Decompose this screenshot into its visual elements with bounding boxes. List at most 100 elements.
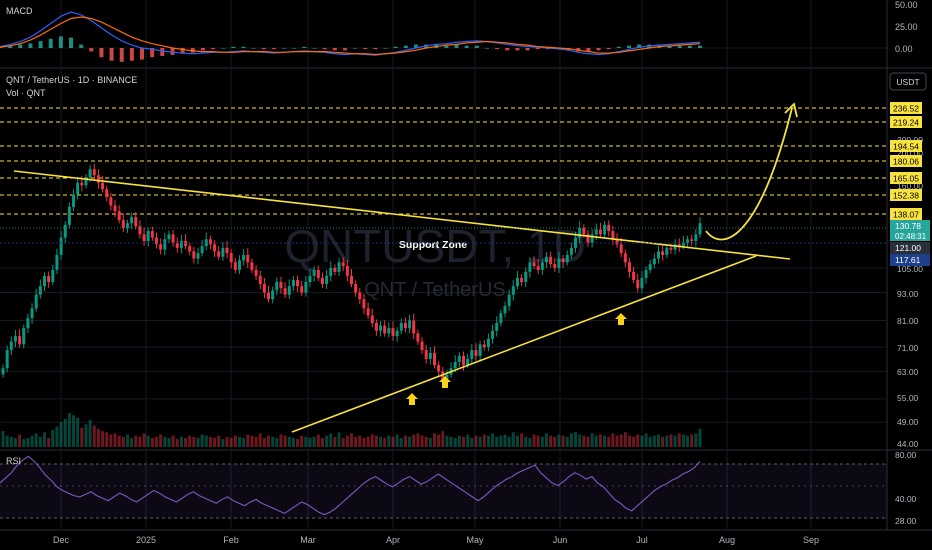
volume-bar bbox=[586, 436, 590, 447]
candle-body bbox=[84, 177, 88, 186]
volume-bar bbox=[445, 435, 449, 447]
volume-bar bbox=[486, 435, 490, 447]
candle-body bbox=[491, 330, 495, 339]
volume-bar bbox=[101, 431, 105, 447]
candle-body bbox=[474, 350, 478, 356]
volume-bar bbox=[491, 433, 495, 447]
macd-histogram-bar bbox=[251, 48, 256, 49]
candle-body bbox=[167, 234, 171, 240]
candle-body bbox=[146, 231, 150, 241]
candle-body bbox=[366, 308, 370, 316]
volume-bar bbox=[192, 436, 196, 447]
candle-body bbox=[258, 275, 262, 285]
volume-bar bbox=[690, 434, 694, 447]
projection-arrowhead-icon bbox=[784, 102, 798, 118]
candle-body bbox=[549, 256, 553, 265]
volume-bar bbox=[520, 433, 524, 447]
time-tick: Sep bbox=[803, 535, 819, 545]
macd-histogram-bar bbox=[180, 48, 185, 54]
volume-bar bbox=[138, 436, 142, 447]
volume-bar bbox=[55, 426, 59, 447]
volume-bar bbox=[175, 439, 179, 447]
volume-bar bbox=[632, 436, 636, 447]
volume-bar bbox=[528, 437, 532, 447]
volume-bar bbox=[121, 436, 125, 447]
volume-bar bbox=[254, 436, 258, 447]
volume-bar bbox=[171, 435, 175, 447]
volume-bar bbox=[694, 433, 698, 447]
candle-body bbox=[80, 182, 84, 186]
level-tag bbox=[890, 116, 922, 128]
rsi-tick: 28.00 bbox=[895, 516, 917, 526]
candle-body bbox=[96, 175, 100, 183]
ascending-trendline[interactable] bbox=[291, 255, 757, 433]
volume-bar bbox=[30, 435, 34, 447]
volume-bar bbox=[648, 436, 652, 447]
candle-body bbox=[540, 262, 544, 270]
macd-histogram-bar bbox=[312, 48, 317, 49]
candle-body bbox=[159, 244, 163, 250]
volume-bar bbox=[250, 435, 254, 447]
candle-body bbox=[59, 237, 63, 255]
candle-body bbox=[113, 205, 117, 212]
volume-bar bbox=[167, 437, 171, 447]
volume-bar bbox=[267, 435, 271, 447]
macd-histogram-bar bbox=[231, 46, 236, 48]
blue-level-value: 117.61 bbox=[895, 255, 921, 265]
candle-body bbox=[565, 254, 569, 263]
candle-body bbox=[515, 277, 519, 287]
macd-histogram-bar bbox=[495, 48, 500, 50]
candle-body bbox=[511, 286, 515, 295]
volume-bar bbox=[482, 434, 486, 447]
level-tag-label: 236.52 bbox=[893, 104, 919, 114]
candle-body bbox=[329, 268, 333, 276]
candle-body bbox=[603, 224, 607, 235]
volume-bar bbox=[109, 434, 113, 447]
volume-bar bbox=[428, 437, 432, 447]
volume-bar bbox=[615, 435, 619, 447]
candle-body bbox=[254, 269, 258, 276]
price-tick-hidden: 200.00 bbox=[897, 148, 923, 158]
candle-body bbox=[466, 358, 470, 366]
level-tag-label: 165.05 bbox=[893, 174, 919, 184]
candle-body bbox=[204, 239, 208, 247]
price-tick: 71.00 bbox=[897, 343, 919, 353]
level-tag bbox=[890, 155, 922, 167]
support-zone-label: Support Zone bbox=[399, 239, 467, 251]
candle-body bbox=[26, 318, 30, 329]
currency-button[interactable] bbox=[889, 72, 927, 91]
macd-histogram-bar bbox=[79, 44, 84, 48]
volume-bar bbox=[657, 434, 661, 447]
projection-path[interactable] bbox=[705, 107, 793, 241]
volume-bar bbox=[312, 436, 316, 447]
level-tag-label: 152.38 bbox=[893, 191, 919, 201]
macd-histogram-bar bbox=[596, 48, 601, 51]
volume-bar bbox=[408, 436, 412, 447]
candle-body bbox=[229, 253, 233, 263]
macd-histogram-bar bbox=[444, 45, 449, 48]
candle-body bbox=[38, 286, 42, 295]
volume-bar bbox=[366, 436, 370, 447]
up-arrow-icon bbox=[615, 313, 627, 325]
up-arrow-icon bbox=[406, 393, 418, 405]
candle-body bbox=[561, 258, 565, 263]
volume-bar bbox=[462, 436, 466, 447]
volume-bar bbox=[395, 434, 399, 447]
volume-bar bbox=[399, 437, 403, 447]
volume-bar bbox=[337, 432, 341, 447]
volume-bar bbox=[466, 434, 470, 447]
volume-bar bbox=[511, 432, 515, 447]
candle-body bbox=[632, 271, 636, 280]
candle-body bbox=[574, 237, 578, 248]
level-tag bbox=[890, 102, 922, 114]
descending-trendline[interactable] bbox=[13, 170, 791, 260]
time-tick: Jun bbox=[553, 535, 568, 545]
candle-body bbox=[42, 275, 46, 287]
volume-bar bbox=[661, 436, 665, 447]
volume-bar bbox=[640, 435, 644, 447]
macd-histogram-bar bbox=[69, 37, 74, 48]
candle-body bbox=[1, 368, 5, 375]
candle-body bbox=[150, 231, 154, 238]
watermark-name: QNT / TetherUS bbox=[364, 279, 506, 301]
